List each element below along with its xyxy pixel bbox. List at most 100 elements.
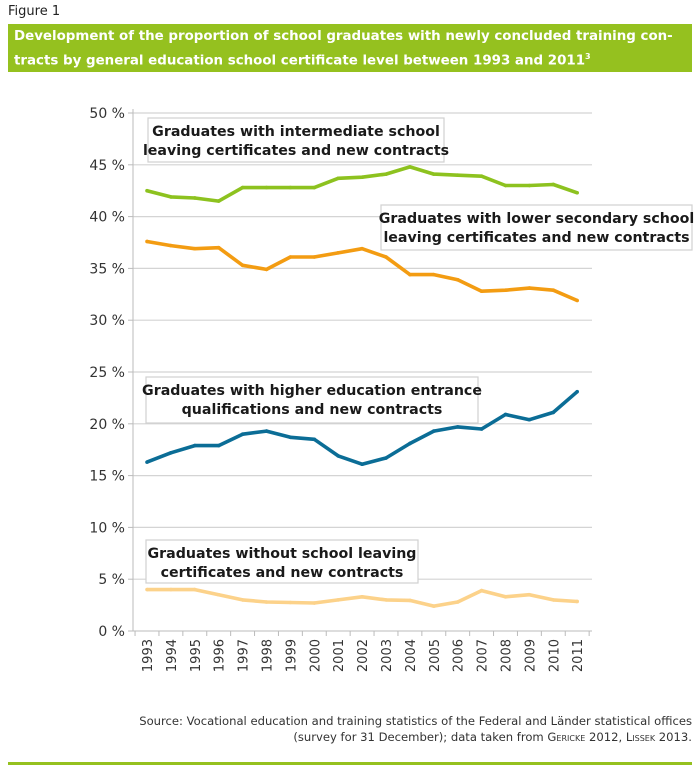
- x-tick-label: 2004: [404, 639, 419, 672]
- series-label: certificates and new contracts: [161, 565, 404, 581]
- series-label: Graduates without school leaving: [148, 546, 417, 562]
- series-label: leaving certificates and new contracts: [143, 143, 449, 159]
- data-point: [216, 592, 221, 597]
- data-point: [551, 410, 556, 415]
- series-label-box: [145, 539, 419, 584]
- x-tick-label: 2002: [356, 639, 371, 672]
- data-point: [455, 600, 460, 604]
- data-point: [264, 267, 269, 272]
- y-tick-label: 45 %: [89, 158, 125, 174]
- data-point: [264, 185, 269, 190]
- data-point: [169, 451, 173, 455]
- data-point: [575, 190, 579, 195]
- data-point: [479, 289, 484, 293]
- x-tick-label: 1994: [165, 639, 180, 672]
- data-point: [503, 288, 508, 292]
- series-label: Graduates with intermediate school: [152, 124, 440, 140]
- source-author-2: Lissek: [625, 730, 656, 744]
- data-point: [336, 454, 341, 458]
- y-tick-label: 20 %: [89, 417, 125, 433]
- data-point: [408, 272, 412, 277]
- title-footnote: 3: [585, 52, 591, 61]
- series-label-box: [145, 376, 479, 424]
- data-point: [432, 604, 436, 608]
- x-tick-label: 1995: [189, 639, 204, 672]
- series-label: leaving certificates and new contracts: [383, 230, 689, 246]
- data-point: [360, 595, 364, 599]
- y-tick-label: 15 %: [89, 469, 125, 485]
- x-tick-label: 2005: [428, 639, 443, 672]
- y-tick-label: 0 %: [98, 624, 125, 640]
- data-point: [432, 172, 436, 176]
- series-label: qualifications and new contracts: [182, 402, 443, 418]
- data-point: [288, 600, 293, 605]
- x-tick-label: 1999: [284, 639, 299, 672]
- data-point: [527, 417, 532, 422]
- x-tick-label: 2001: [332, 639, 347, 672]
- x-tick-label: 1997: [237, 639, 252, 672]
- bottom-rule: [8, 762, 692, 765]
- source-note: Source: Vocational education and trainin…: [92, 713, 692, 745]
- data-point: [240, 185, 245, 190]
- data-point: [455, 277, 460, 282]
- data-point: [575, 389, 579, 394]
- data-point: [312, 255, 317, 259]
- data-point: [169, 195, 173, 199]
- figure-label: Figure 1: [8, 4, 61, 19]
- data-point: [336, 251, 341, 255]
- data-point: [527, 592, 532, 597]
- source-year-2: 2013.: [655, 730, 692, 744]
- y-tick-label: 35 %: [89, 261, 125, 277]
- data-point: [216, 443, 221, 448]
- data-point: [336, 176, 341, 181]
- data-point: [360, 175, 364, 180]
- data-point: [264, 429, 269, 433]
- data-point: [575, 298, 579, 303]
- data-point: [169, 587, 173, 592]
- y-tick-label: 5 %: [98, 572, 125, 588]
- y-tick-label: 50 %: [89, 106, 125, 122]
- data-point: [384, 598, 388, 602]
- data-point: [575, 599, 579, 604]
- y-tick-label: 25 %: [89, 365, 125, 381]
- data-point: [264, 600, 269, 604]
- series-label: Graduates with lower secondary school: [379, 211, 694, 227]
- data-point: [527, 183, 532, 188]
- data-point: [216, 245, 221, 250]
- x-tick-label: 1996: [213, 639, 228, 672]
- data-point: [479, 588, 484, 593]
- y-tick-label: 10 %: [89, 520, 125, 536]
- series-line-0: [146, 165, 578, 203]
- data-point: [408, 165, 412, 169]
- data-point: [432, 429, 436, 433]
- source-year-1: 2012,: [585, 730, 626, 744]
- data-point: [551, 288, 556, 292]
- data-point: [288, 435, 293, 440]
- x-tick-label: 2006: [452, 639, 467, 672]
- data-point: [288, 255, 293, 259]
- y-tick-label: 40 %: [89, 210, 125, 226]
- series-label: Graduates with higher education entrance: [142, 383, 482, 399]
- x-tick-label: 2011: [571, 639, 586, 672]
- data-point: [384, 456, 388, 460]
- data-point: [503, 595, 508, 599]
- data-point: [193, 246, 197, 251]
- data-point: [169, 243, 173, 248]
- data-point: [145, 587, 149, 592]
- data-point: [551, 182, 556, 187]
- data-point: [240, 432, 245, 436]
- data-point: [145, 188, 149, 193]
- x-tick-label: 1998: [261, 639, 276, 672]
- data-point: [312, 601, 317, 605]
- series-label-box: [147, 117, 445, 163]
- x-tick-label: 2009: [523, 639, 538, 672]
- x-tick-label: 1993: [141, 639, 156, 672]
- title-line-1: Development of the proportion of school …: [14, 29, 673, 44]
- chart-title: Development of the proportion of school …: [14, 27, 686, 71]
- data-point: [312, 185, 317, 190]
- data-point: [312, 437, 317, 442]
- data-point: [503, 412, 508, 417]
- data-point: [384, 255, 388, 259]
- data-point: [145, 239, 149, 244]
